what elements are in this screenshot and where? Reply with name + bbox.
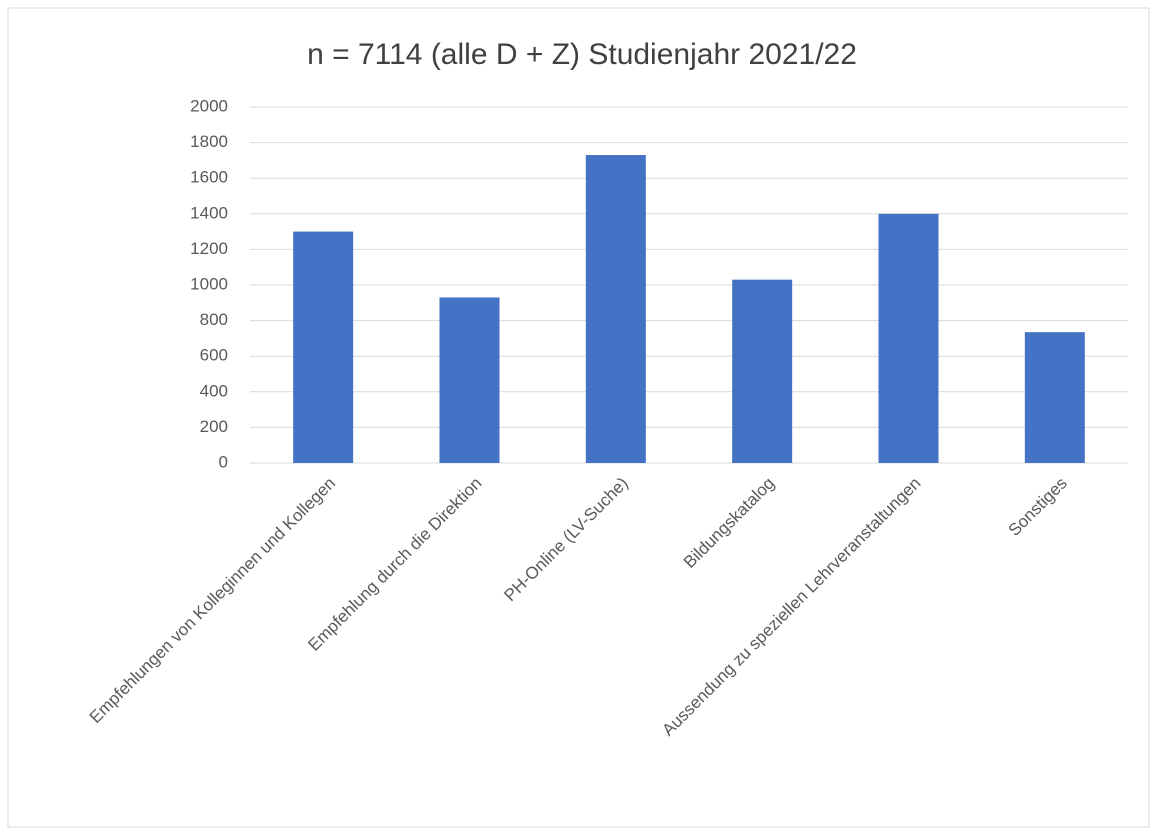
y-tick-label: 1800 xyxy=(190,132,228,151)
bar xyxy=(293,231,354,463)
bar xyxy=(1024,332,1085,463)
y-tick-label: 800 xyxy=(200,310,228,329)
chart-title: n = 7114 (alle D + Z) Studienjahr 2021/2… xyxy=(307,38,857,71)
y-tick-label: 1400 xyxy=(190,203,228,222)
bar xyxy=(585,155,646,463)
bar xyxy=(878,213,939,463)
chart-frame xyxy=(7,7,1150,828)
bar xyxy=(439,297,500,463)
y-tick-label: 1200 xyxy=(190,239,228,258)
y-tick-label: 600 xyxy=(200,346,228,365)
y-tick-label: 400 xyxy=(200,381,228,400)
bar xyxy=(732,279,793,463)
y-tick-label: 200 xyxy=(200,417,228,436)
y-tick-label: 1000 xyxy=(190,274,228,293)
y-tick-label: 2000 xyxy=(190,96,228,115)
y-tick-label: 0 xyxy=(219,452,228,471)
y-tick-label: 1600 xyxy=(190,168,228,187)
